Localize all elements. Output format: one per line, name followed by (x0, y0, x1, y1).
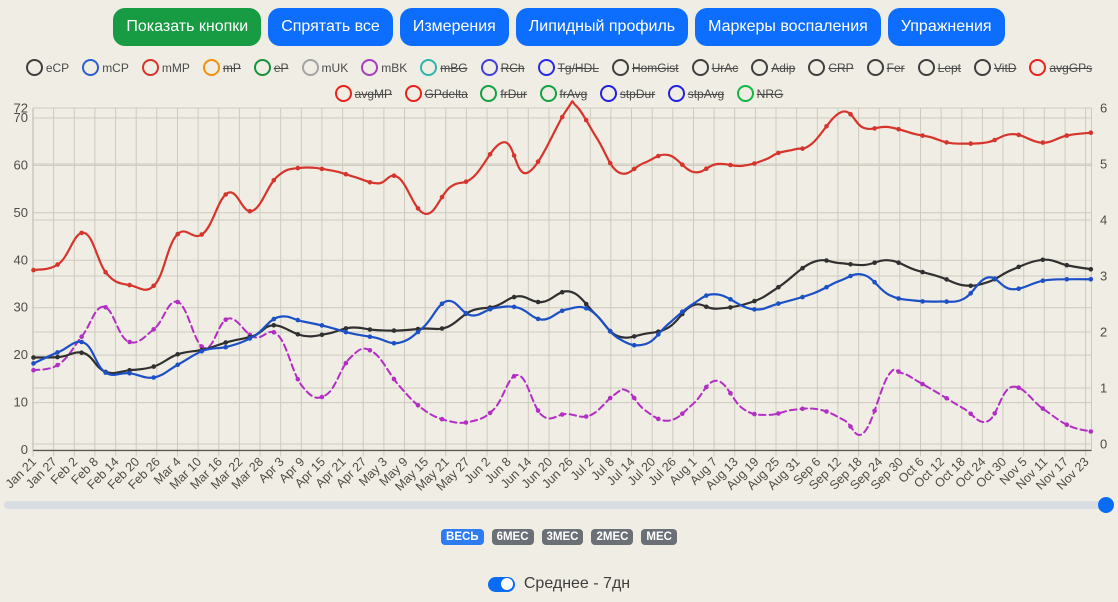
svg-text:40: 40 (14, 252, 28, 267)
svg-text:1: 1 (1100, 381, 1107, 396)
svg-text:50: 50 (14, 205, 28, 220)
svg-text:10: 10 (14, 395, 28, 410)
svg-text:72: 72 (14, 101, 28, 116)
svg-text:2: 2 (1100, 325, 1107, 340)
svg-text:70: 70 (14, 110, 28, 125)
svg-text:3: 3 (1100, 269, 1107, 284)
svg-text:60: 60 (14, 157, 28, 172)
svg-text:5: 5 (1100, 157, 1107, 172)
svg-text:6: 6 (1100, 101, 1107, 116)
svg-text:20: 20 (14, 347, 28, 362)
svg-text:0: 0 (21, 442, 28, 457)
svg-text:30: 30 (14, 300, 28, 315)
svg-text:4: 4 (1100, 213, 1107, 228)
svg-text:0: 0 (1100, 437, 1107, 452)
